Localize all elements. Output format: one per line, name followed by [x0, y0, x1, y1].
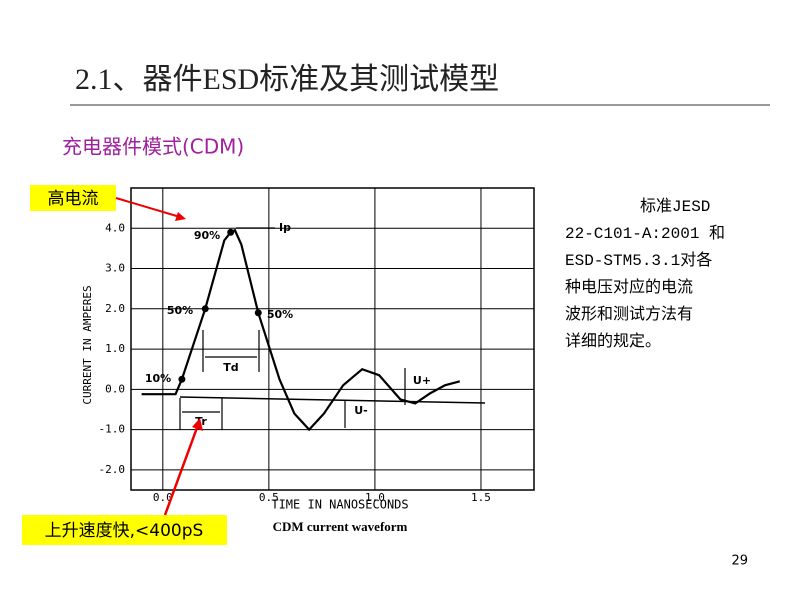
y-tick-label: 4.0	[105, 221, 125, 234]
chart-background	[100, 183, 562, 540]
x-tick-label: 0.5	[259, 491, 279, 504]
annotation: 90%	[194, 229, 220, 242]
callout-box	[30, 185, 116, 211]
description-line: ESD-STM5.3.1对各	[565, 251, 712, 270]
callout-box	[22, 515, 227, 545]
y-tick-label: -1.0	[99, 423, 126, 436]
callout-arrow	[115, 197, 181, 218]
y-tick-label: 1.0	[105, 342, 125, 355]
dimension-lines	[179, 227, 406, 430]
point-marker	[178, 375, 186, 383]
y-tick-label: 3.0	[105, 262, 125, 275]
callout-rise: 上升速度快,<400pS	[45, 521, 204, 541]
description-line: 标准JESD	[640, 197, 710, 216]
chart-caption: CDM current waveform	[273, 519, 408, 534]
baseline	[179, 396, 486, 404]
description-line: 波形和测试方法有	[565, 305, 693, 324]
x-axis-label: TIME IN NANOSECONDS	[271, 498, 408, 512]
description-line: 详细的规定。	[565, 332, 661, 351]
plot-frame	[130, 187, 535, 491]
y-tick-label: 2.0	[105, 302, 125, 315]
arrow-head	[192, 418, 203, 431]
point-marker	[201, 305, 209, 313]
point-marker	[254, 309, 262, 317]
x-tick-label: 0.0	[153, 491, 173, 504]
y-axis-label: CURRENT IN AMPERES	[81, 285, 94, 404]
annotation: 50%	[167, 304, 193, 317]
subtitle: 充电器件模式(CDM)	[62, 135, 244, 159]
plot: -2.0 -1.0 0.0 1.0 2.0 3.0 4.0 0.0 0.5 1.0 1.5 Ip 90%…	[99, 188, 534, 504]
annotation: U+	[413, 374, 431, 387]
annotation: 10%	[145, 372, 171, 385]
description: 标准JESD 22-C101-A:2001 和 ESD-STM5.3.1对各种电压对…	[565, 197, 725, 351]
annotation: Td	[223, 361, 238, 374]
x-tick-label: 1.5	[471, 491, 491, 504]
description-line: 种电压对应的电流	[565, 277, 693, 297]
annotation: 50%	[267, 308, 293, 321]
point-marker	[227, 228, 235, 236]
annotation: U-	[354, 404, 368, 417]
x-tick-label: 1.0	[365, 491, 385, 504]
callout-arrow	[163, 424, 200, 516]
callout-current: 高电流	[48, 189, 99, 209]
arrow-head	[175, 212, 186, 221]
y-tick-label: -2.0	[99, 463, 126, 476]
annotation: Ip	[279, 221, 291, 234]
y-tick-label: 0.0	[105, 382, 125, 395]
slide-title: 2.1、器件ESD标准及其测试模型	[75, 63, 499, 96]
page-number: 29	[731, 554, 748, 569]
description-line: 22-C101-A:2001 和	[565, 224, 725, 243]
